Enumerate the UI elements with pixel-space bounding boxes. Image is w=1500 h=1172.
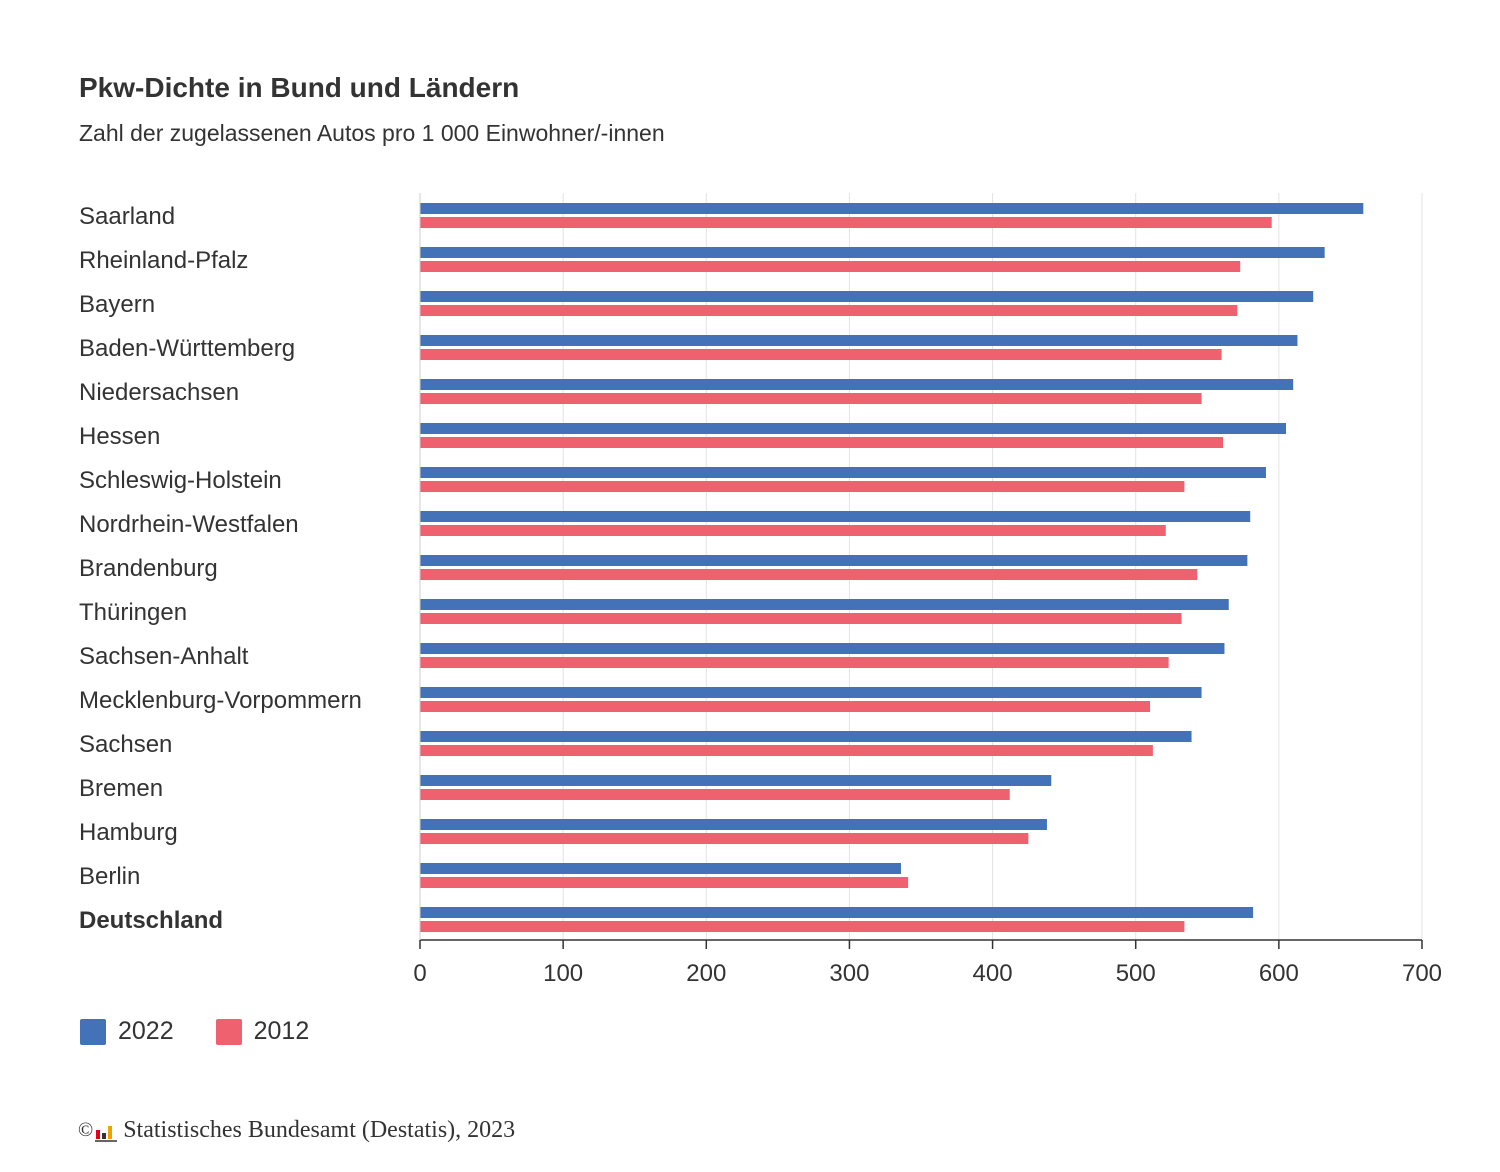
bar-2022-berlin[interactable]	[420, 863, 901, 874]
category-label: Deutschland	[79, 907, 223, 934]
category-label: Baden-Württemberg	[79, 335, 295, 362]
x-tick-label-200: 200	[686, 960, 726, 987]
source-text: Statistisches Bundesamt (Destatis), 2023	[123, 1117, 516, 1143]
bar-2022-mecklenburg-vorpommern[interactable]	[420, 687, 1202, 698]
category-label: Rheinland-Pfalz	[79, 247, 248, 274]
bar-2012-bremen[interactable]	[420, 789, 1010, 800]
bar-2012-thüringen[interactable]	[420, 613, 1182, 624]
x-tick-label-500: 500	[1116, 960, 1156, 987]
x-tick-label-300: 300	[829, 960, 869, 987]
bar-2022-thüringen[interactable]	[420, 599, 1229, 610]
bars	[420, 203, 1364, 932]
bar-2022-nordrhein-westfalen[interactable]	[420, 511, 1251, 522]
bar-2012-niedersachsen[interactable]	[420, 393, 1202, 404]
source-credit: © Statistisches Bundesamt (Destatis), 20…	[78, 1117, 515, 1144]
chart-title: Pkw-Dichte in Bund und Ländern	[79, 72, 520, 103]
legend-item-2012[interactable]: 2012	[215, 1017, 310, 1046]
category-label: Schleswig-Holstein	[79, 467, 282, 494]
x-tick-label-600: 600	[1259, 960, 1299, 987]
category-label: Bayern	[79, 291, 155, 318]
bar-2012-bayern[interactable]	[420, 305, 1238, 316]
bar-2012-mecklenburg-vorpommern[interactable]	[420, 701, 1151, 712]
category-label: Saarland	[79, 203, 175, 230]
copyright-symbol: ©	[78, 1119, 94, 1141]
bar-2012-sachsen-anhalt[interactable]	[420, 657, 1169, 668]
legend-label-2022: 2022	[118, 1017, 174, 1045]
bar-2012-brandenburg[interactable]	[420, 569, 1198, 580]
category-label: Thüringen	[79, 599, 187, 626]
category-label: Hamburg	[79, 819, 178, 846]
x-axis: 0 100 200 300 400 500 600 700	[413, 193, 1442, 987]
category-label: Bremen	[79, 775, 163, 802]
bar-2012-deutschland[interactable]	[420, 921, 1185, 932]
legend-item-2022[interactable]: 2022	[80, 1017, 174, 1046]
category-label: Hessen	[79, 423, 160, 450]
bar-2022-saarland[interactable]	[420, 203, 1364, 214]
bar-2012-hessen[interactable]	[420, 437, 1224, 448]
bar-chart: 0 100 200 300 400 500 600 700 Saarland Rheinland…	[79, 193, 1442, 987]
category-label: Sachsen-Anhalt	[79, 643, 249, 670]
category-label: Nordrhein-Westfalen	[79, 511, 299, 538]
category-label: Niedersachsen	[79, 379, 239, 406]
bar-2012-berlin[interactable]	[420, 877, 909, 888]
bar-2022-niedersachsen[interactable]	[420, 379, 1294, 390]
bar-2022-rheinland-pfalz[interactable]	[420, 247, 1325, 258]
legend-swatch-2022	[80, 1018, 106, 1045]
bar-2022-bayern[interactable]	[420, 291, 1314, 302]
bar-2022-schleswig-holstein[interactable]	[420, 467, 1266, 478]
bar-2012-saarland[interactable]	[420, 217, 1272, 228]
bar-2022-hessen[interactable]	[420, 423, 1287, 434]
destatis-logo-icon	[95, 1120, 118, 1142]
bar-2012-baden-württemberg[interactable]	[420, 349, 1222, 360]
legend: 2022 2012	[80, 1017, 351, 1046]
bar-2022-baden-württemberg[interactable]	[420, 335, 1298, 346]
bar-2012-nordrhein-westfalen[interactable]	[420, 525, 1166, 536]
legend-swatch-2012	[215, 1018, 242, 1045]
bar-2012-rheinland-pfalz[interactable]	[420, 261, 1241, 272]
bar-2022-bremen[interactable]	[420, 775, 1052, 786]
x-tick-label-100: 100	[543, 960, 583, 987]
gridlines	[562, 193, 1423, 940]
category-label: Mecklenburg-Vorpommern	[79, 687, 362, 714]
bar-2012-sachsen[interactable]	[420, 745, 1153, 756]
chart-subtitle: Zahl der zugelassenen Autos pro 1 000 Ei…	[79, 120, 665, 146]
category-labels: Saarland Rheinland-Pfalz Bayern Baden-Württ…	[79, 203, 362, 934]
bar-2022-sachsen[interactable]	[420, 731, 1192, 742]
category-label: Sachsen	[79, 731, 172, 758]
category-label: Brandenburg	[79, 555, 218, 582]
bar-2022-brandenburg[interactable]	[420, 555, 1248, 566]
category-label: Berlin	[79, 863, 140, 890]
bar-2022-hamburg[interactable]	[420, 819, 1047, 830]
bar-2012-hamburg[interactable]	[420, 833, 1029, 844]
x-tick-label-700: 700	[1402, 960, 1442, 987]
bar-2022-sachsen-anhalt[interactable]	[420, 643, 1225, 654]
bar-2022-deutschland[interactable]	[420, 907, 1254, 918]
x-tick-label-400: 400	[973, 960, 1013, 987]
bar-2012-schleswig-holstein[interactable]	[420, 481, 1185, 492]
legend-label-2012: 2012	[253, 1017, 310, 1045]
x-tick-label-0: 0	[413, 960, 426, 987]
